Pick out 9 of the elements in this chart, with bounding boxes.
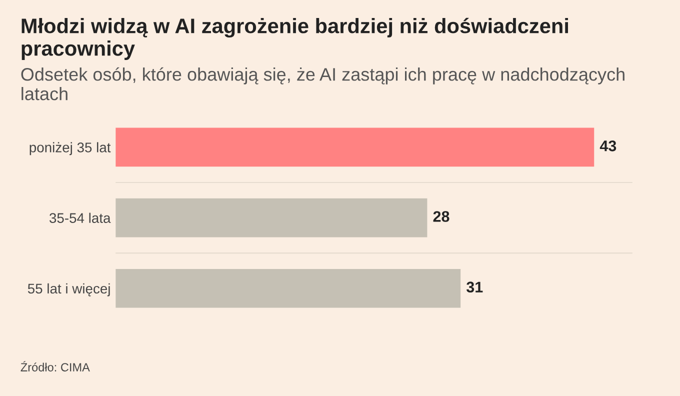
data-label: 28 (433, 211, 450, 222)
y-tick-label: 55 lat i więcej (28, 283, 110, 296)
y-tick-label: poniżej 35 lat (30, 142, 111, 156)
chart-subtitle: Odsetek osób, które obawiają się, że AI zastąpi ich pracę w nadchodzących latach (21, 67, 624, 100)
text: Źródło: CIMA (20, 361, 90, 372)
y-tick-label: 35-54 lata (50, 212, 111, 223)
data-label: 31 (466, 282, 483, 293)
chart-title: Młodzi widzą w AI zagrożenie bardziej niż doświadczeni pracownicy (22, 18, 568, 60)
data-label: 43 (600, 140, 616, 152)
